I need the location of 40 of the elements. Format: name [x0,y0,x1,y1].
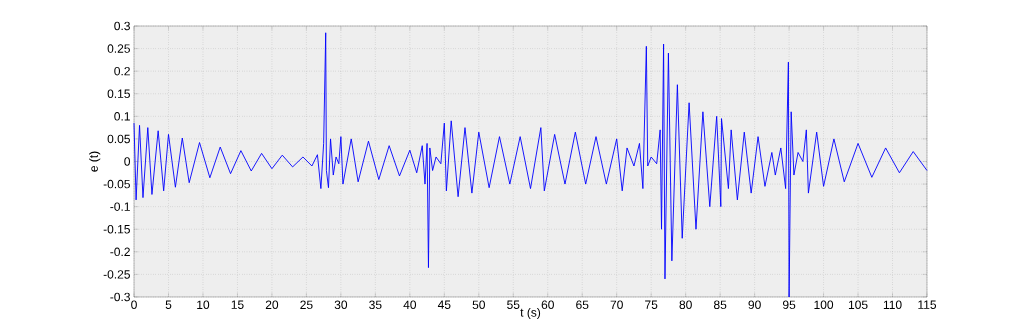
x-tick-label: 40 [403,300,417,310]
x-tick-label: 75 [645,300,658,309]
y-tick-label: -0.3 [110,292,130,302]
x-tick-label: 90 [748,300,761,310]
x-tick-label: 25 [300,300,313,310]
y-tick-label: -0.05 [103,179,130,189]
y-tick-label: -0.25 [103,270,130,279]
y-tick-label: 0.25 [107,44,130,53]
x-tick-label: 110 [883,300,902,310]
x-tick-label: 10 [197,300,210,310]
line-series [133,32,928,298]
y-tick-label: 0.2 [114,66,130,76]
y-tick-label: -0.2 [110,247,130,257]
x-tick-label: 20 [265,300,279,310]
x-axis-title: t (s) [520,307,541,320]
y-tick-label: 0.15 [107,89,130,98]
y-tick-label: 0 [124,157,131,166]
x-tick-label: 115 [918,300,937,309]
x-tick-label: 105 [848,300,868,310]
y-tick-label: -0.15 [103,224,130,234]
x-tick-label: 5 [165,300,172,309]
x-tick-label: 70 [610,300,623,310]
x-tick-label: 45 [437,300,451,309]
y-tick-label: -0.1 [110,202,130,211]
x-tick-label: 15 [231,300,244,309]
x-tick-label: 60 [541,300,554,310]
y-tick-label: 0.3 [114,21,130,31]
x-tick-label: 65 [576,300,589,310]
y-axis-title: e (t) [89,151,101,172]
x-tick-label: 55 [507,300,520,309]
x-tick-label: 80 [679,300,692,310]
x-tick-label: 50 [472,300,485,310]
x-tick-label: 0 [131,300,137,310]
y-tick-label: 0.1 [114,112,130,121]
x-tick-label: 85 [713,300,727,310]
y-tick-label: 0.05 [107,134,130,144]
x-tick-label: 95 [782,300,796,310]
x-tick-label: 30 [334,300,348,310]
x-tick-label: 35 [369,300,382,310]
x-tick-label: 100 [814,300,834,310]
